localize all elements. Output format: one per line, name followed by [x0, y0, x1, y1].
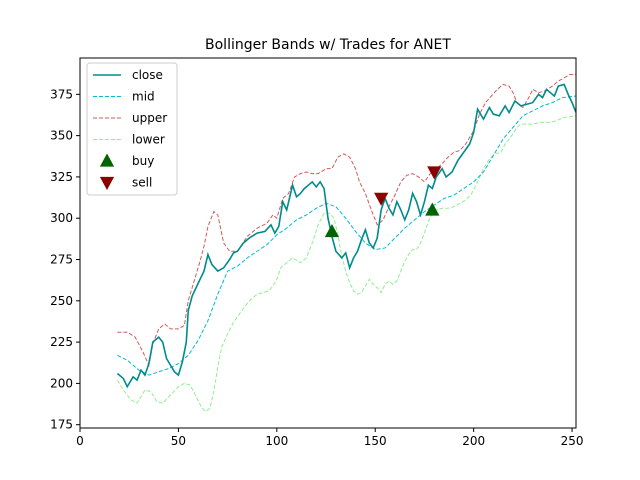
- x-tick-label: 250: [561, 434, 584, 448]
- series-upper-line: [117, 74, 576, 367]
- y-tick-label: 350: [50, 129, 73, 143]
- legend-upper-label: upper: [132, 111, 167, 125]
- series-mid-line: [117, 95, 576, 376]
- sell-marker-0: [374, 192, 389, 206]
- legend-buy-label: buy: [132, 154, 154, 168]
- y-tick-label: 275: [50, 253, 73, 267]
- chart-title: Bollinger Bands w/ Trades for ANET: [205, 37, 451, 53]
- buy-marker-0: [324, 223, 340, 238]
- plot-area: [116, 74, 576, 413]
- y-tick-label: 375: [50, 87, 73, 101]
- y-tick-label: 225: [50, 335, 73, 349]
- legend-close-label: close: [132, 68, 163, 82]
- x-tick-label: 200: [462, 434, 485, 448]
- legend-mid-label: mid: [132, 90, 155, 104]
- y-tick-label: 325: [50, 170, 73, 184]
- y-tick-label: 200: [50, 376, 73, 390]
- legend-sell-label: sell: [132, 176, 152, 190]
- series-close-line: [116, 83, 576, 389]
- series-lower-line: [116, 115, 576, 413]
- y-tick-label: 250: [50, 294, 73, 308]
- axes-frame: [79, 57, 577, 429]
- y-tick-label: 300: [50, 211, 73, 225]
- x-tick-label: 150: [364, 434, 387, 448]
- y-tick-label: 175: [50, 418, 73, 432]
- axes: 0 50 100 150 200 250 175 200 225 250 275 300 325 350 3…: [50, 57, 584, 448]
- sell-marker-1: [427, 166, 442, 180]
- legend-lower-label: lower: [132, 133, 165, 147]
- x-tick-label: 50: [171, 434, 186, 448]
- legend-sell-symbol: [99, 176, 115, 190]
- legend-buy-symbol: [99, 153, 115, 167]
- legend: close mid upper lower buy sell: [86, 62, 178, 196]
- x-tick-label: 100: [265, 434, 288, 448]
- x-tick-label: 0: [76, 434, 84, 448]
- buy-marker-1: [425, 202, 440, 216]
